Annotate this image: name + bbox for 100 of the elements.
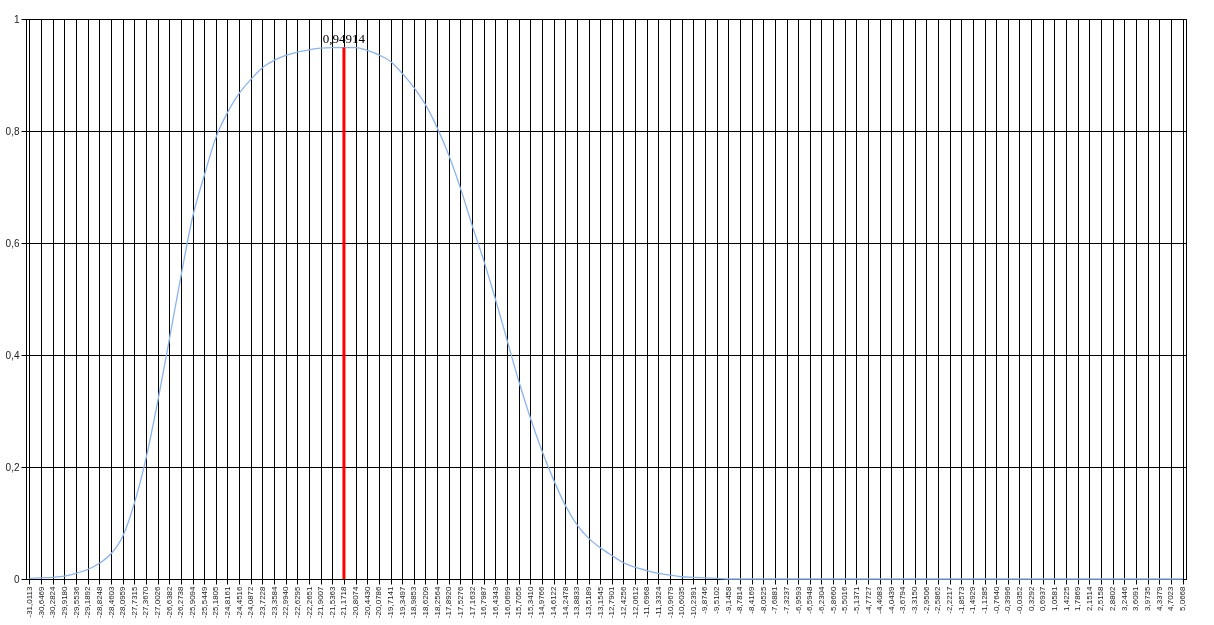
x-tick-label: -17,8920 [444, 585, 454, 619]
x-tick-label: 3,6091 [1131, 585, 1141, 611]
x-tick-label: -6,2304 [816, 585, 826, 614]
x-tick-label: -4,4083 [875, 585, 885, 614]
x-tick-label: -23,7228 [257, 585, 267, 619]
x-tick-label: 2,1514 [1084, 585, 1094, 611]
x-tick-label: -8,4169 [747, 585, 757, 614]
x-tick-label: -2,9506 [921, 585, 931, 614]
x-tick-label: -13,1545 [595, 585, 605, 619]
x-tick-label: -6,9593 [793, 585, 803, 614]
x-tick-label: -12,0612 [630, 585, 640, 619]
x-tick-label: -4,7727 [863, 585, 873, 614]
x-tick-label: 1,0581 [1049, 585, 1059, 611]
x-tick-label: -19,7141 [386, 585, 396, 619]
x-tick-label: 1,4225 [1061, 585, 1071, 611]
x-tick-label: -3,6794 [898, 585, 908, 614]
x-tick-label: -29,5536 [71, 585, 81, 619]
x-tick-label: -12,7901 [607, 585, 617, 619]
x-tick-label: 2,8802 [1108, 585, 1118, 611]
x-tick-label: -7,6881 [770, 585, 780, 614]
y-tick-label: 0,2 [5, 461, 20, 473]
x-tick-label: -21,9007 [316, 585, 326, 619]
x-tick-label: -10,6035 [677, 585, 687, 619]
y-tick-label: 0 [13, 573, 20, 585]
x-tick-label: 2,5158 [1096, 585, 1106, 611]
x-tick-label: -14,2478 [560, 585, 570, 619]
x-tick-label: -20,0786 [374, 585, 384, 619]
x-tick-label: -30,2824 [48, 585, 58, 619]
x-tick-label: -1,1285 [980, 585, 990, 614]
x-tick-label: -15,7055 [514, 585, 524, 619]
x-tick-label: -6,5948 [805, 585, 815, 614]
x-tick-label: -21,1718 [339, 585, 349, 619]
x-tick-label: -2,2217 [945, 585, 955, 614]
x-tick-label: -5,8660 [828, 585, 838, 614]
x-tick-label: -28,4603 [106, 585, 116, 619]
x-tick-label: -21,5363 [327, 585, 337, 619]
x-tick-label: -1,4929 [968, 585, 978, 614]
x-tick-label: -24,4516 [234, 585, 244, 619]
y-tick-label: 0,8 [5, 125, 20, 137]
x-tick-label: -16,0699 [502, 585, 512, 619]
x-tick-label: -2,5862 [933, 585, 943, 614]
x-tick-label: -1,8573 [956, 585, 966, 614]
x-tick-label: -24,0872 [246, 585, 256, 619]
x-tick-label: -26,2738 [176, 585, 186, 619]
x-tick-label: 5,0668 [1178, 585, 1188, 611]
x-tick-label: -25,9094 [188, 585, 198, 619]
x-tick-label: -8,7814 [735, 585, 745, 614]
x-tick-label: -11,6968 [642, 585, 652, 618]
x-tick-label: -14,9766 [537, 585, 547, 619]
x-tick-label: -25,1805 [211, 585, 221, 619]
x-tick-label: -4,0439 [886, 585, 896, 614]
x-tick-label: -27,0026 [153, 585, 163, 619]
x-tick-label: 0,6937 [1038, 585, 1048, 611]
x-tick-label: -19,3497 [397, 585, 407, 619]
x-tick-label: -14,6122 [549, 585, 559, 619]
x-tick-label: 3,2446 [1119, 585, 1129, 611]
x-tick-label: -10,2391 [688, 585, 698, 619]
x-tick-label: -13,5189 [584, 585, 594, 619]
x-tick-label: -20,4430 [362, 585, 372, 619]
x-tick-label: -3,3150 [910, 585, 920, 614]
x-tick-label: 0,3292 [1026, 585, 1036, 611]
x-tick-label: 3,9735 [1143, 585, 1153, 611]
x-tick-label: 1,7869 [1073, 585, 1083, 611]
x-tick-label: -17,5276 [455, 585, 465, 619]
x-tick-label: -29,9180 [59, 585, 69, 619]
x-tick-label: -0,0352 [1014, 585, 1024, 614]
x-tick-label: -8,0525 [758, 585, 768, 614]
x-tick-label: -28,8248 [94, 585, 104, 619]
x-tick-label: -28,0959 [118, 585, 128, 619]
x-tick-label: -9,1458 [723, 585, 733, 614]
x-tick-label: -23,3584 [269, 585, 279, 619]
x-tick-label: -15,3410 [525, 585, 535, 619]
y-tick-label: 0,4 [5, 349, 20, 361]
x-tick-label: -0,3996 [1003, 585, 1013, 614]
x-tick-label: -17,1632 [467, 585, 477, 619]
x-tick-label: -18,6209 [420, 585, 430, 619]
x-tick-label: -7,3237 [782, 585, 792, 614]
x-tick-label: -25,5449 [199, 585, 209, 619]
x-tick-label: -13,8833 [572, 585, 582, 619]
x-tick-label: -0,7640 [991, 585, 1001, 614]
x-tick-label: -24,8161 [222, 585, 232, 619]
x-tick-label: -20,8074 [351, 585, 361, 619]
x-tick-label: -27,7315 [129, 585, 139, 619]
x-tick-label: -16,4343 [490, 585, 500, 619]
x-tick-label: 4,3379 [1154, 585, 1164, 611]
x-tick-label: -26,6382 [164, 585, 174, 619]
x-tick-label: -9,8746 [700, 585, 710, 614]
x-tick-label: -18,2564 [432, 585, 442, 619]
x-tick-label: -18,9853 [409, 585, 419, 619]
x-tick-label: -22,9940 [281, 585, 291, 619]
x-tick-label: -22,6295 [292, 585, 302, 619]
x-tick-label: -29,1892 [83, 585, 93, 619]
x-tick-label: -11,3324 [653, 585, 663, 618]
y-tick-label: 0,6 [5, 237, 20, 249]
x-tick-label: -27,3670 [141, 585, 151, 619]
x-tick-label: -16,7987 [479, 585, 489, 619]
x-tick-label: -22,2651 [304, 585, 314, 619]
x-tick-label: -10,9679 [665, 585, 675, 619]
x-tick-label: -9,5102 [712, 585, 722, 614]
x-tick-label: -31,0113 [24, 585, 34, 618]
